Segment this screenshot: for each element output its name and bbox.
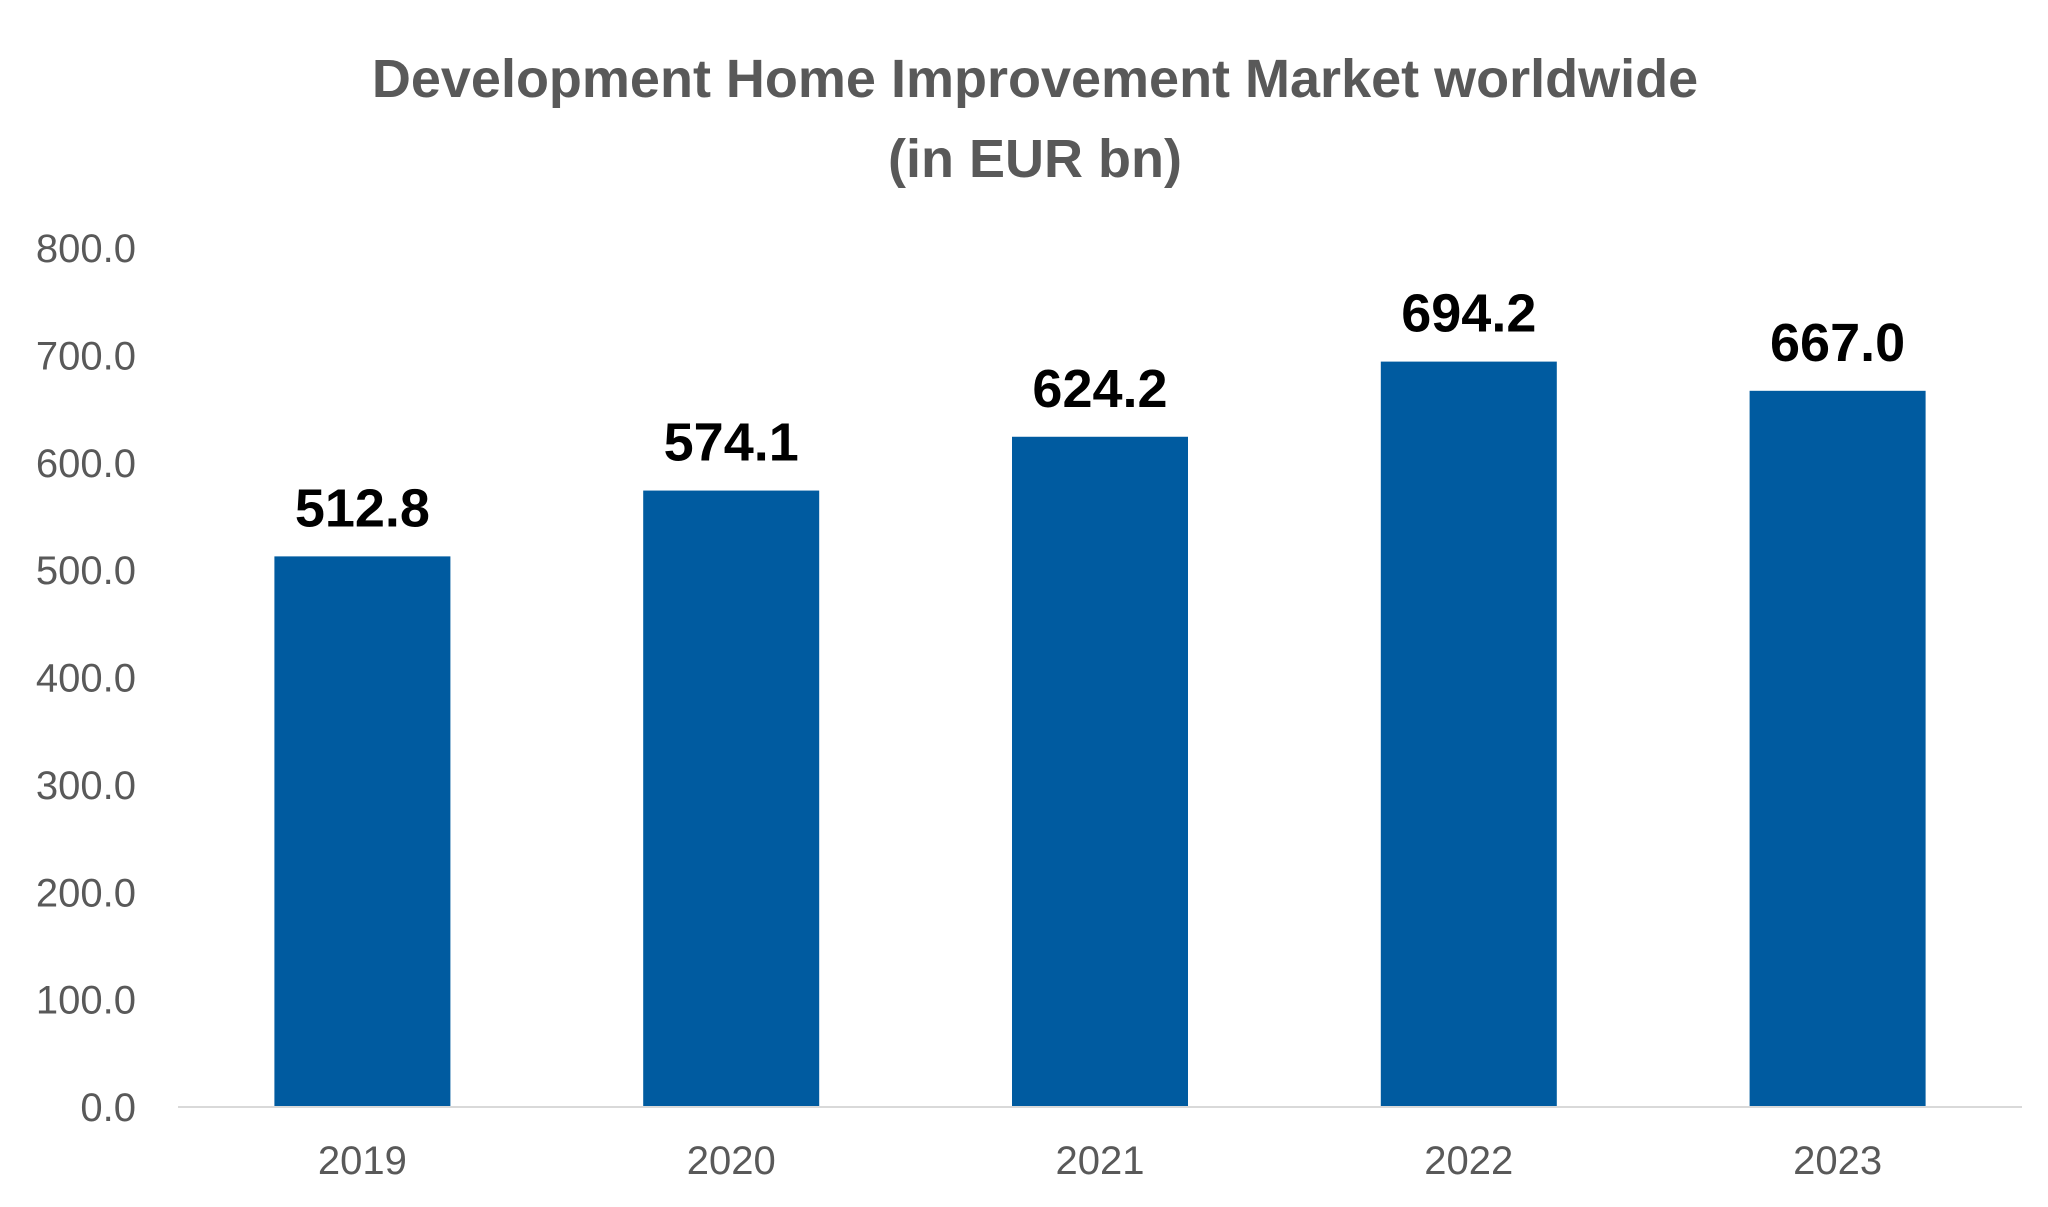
x-axis: 2019 2020 2021 2022 2023 bbox=[318, 1139, 1882, 1183]
data-label-2019: 512.8 bbox=[295, 478, 430, 538]
data-labels-group: 512.8 574.1 624.2 694.2 667.0 bbox=[295, 284, 1905, 539]
x-tick-label: 2021 bbox=[1056, 1139, 1145, 1183]
data-label-2021: 624.2 bbox=[1032, 359, 1167, 419]
data-label-2023: 667.0 bbox=[1770, 313, 1905, 373]
bar-2023 bbox=[1749, 390, 1926, 1108]
chart-subtitle: (in EUR bn) bbox=[888, 129, 1182, 189]
y-tick-label: 200.0 bbox=[36, 871, 136, 915]
x-tick-label: 2023 bbox=[1793, 1139, 1882, 1183]
y-tick-label: 0.0 bbox=[80, 1086, 136, 1130]
y-tick-label: 700.0 bbox=[36, 334, 136, 378]
y-tick-label: 600.0 bbox=[36, 442, 136, 486]
bar-2019 bbox=[274, 556, 451, 1107]
x-tick-label: 2022 bbox=[1424, 1139, 1513, 1183]
y-tick-label: 100.0 bbox=[36, 979, 136, 1023]
chart-title: Development Home Improvement Market worl… bbox=[372, 49, 1698, 109]
x-tick-label: 2020 bbox=[687, 1139, 776, 1183]
y-tick-label: 400.0 bbox=[36, 657, 136, 701]
data-label-2020: 574.1 bbox=[664, 413, 799, 473]
bars-group bbox=[274, 361, 1926, 1108]
y-axis: 0.0 100.0 200.0 300.0 400.0 500.0 600.0 700.0 80… bbox=[36, 227, 136, 1130]
x-tick-label: 2019 bbox=[318, 1139, 407, 1183]
data-label-2022: 694.2 bbox=[1401, 284, 1536, 344]
bar-2021 bbox=[1012, 436, 1188, 1107]
y-tick-label: 500.0 bbox=[36, 549, 136, 593]
y-tick-label: 800.0 bbox=[36, 227, 136, 271]
bar-2020 bbox=[643, 490, 820, 1107]
bar-2022 bbox=[1380, 361, 1557, 1107]
y-tick-label: 300.0 bbox=[36, 764, 136, 808]
